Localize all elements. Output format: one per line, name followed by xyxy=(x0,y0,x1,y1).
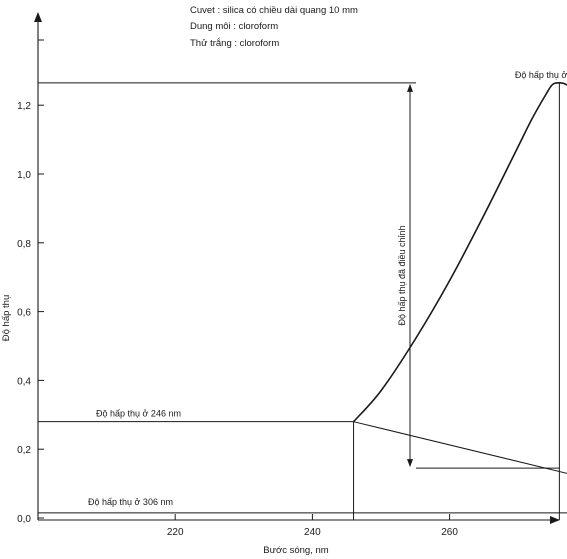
label-abs-246: Độ hấp thụ ở 246 nm xyxy=(96,409,181,419)
label-abs-276: Độ hấp thụ ở 276 nm xyxy=(515,70,567,80)
annotation-labels: Độ hấp thụ ở 276 nm Độ hấp thụ ở 246 nm Độ… xyxy=(88,70,567,507)
x-axis-arrow xyxy=(550,516,560,524)
label-corrected: Độ hấp thụ đã điều chỉnh xyxy=(397,225,407,325)
info-cuvet: Cuvet : silica có chiều dài quang 10 mm xyxy=(190,5,358,16)
info-solvent: Dung môi : cloroform xyxy=(190,21,278,32)
y-tick-label: 0,2 xyxy=(17,445,31,456)
x-tick-label: 240 xyxy=(304,527,321,538)
y-tick-label: 0,4 xyxy=(17,376,31,387)
info-blank: Thử trắng : cloroform xyxy=(190,38,279,49)
x-tick-label: 220 xyxy=(167,527,184,538)
y-tick-label: 0,0 xyxy=(17,514,31,525)
y-axis-arrow xyxy=(34,12,42,22)
absorption-curve xyxy=(352,82,567,423)
baseline-line xyxy=(353,421,567,474)
ticks: 2202402602803003203400,00,20,40,60,81,01… xyxy=(17,101,458,538)
y-axis-label: Độ hấp thụ xyxy=(1,295,12,341)
corrected-arrow-bottom xyxy=(407,459,413,468)
y-tick-label: 1,2 xyxy=(17,101,31,112)
y-tick-label: 1,0 xyxy=(17,170,31,181)
x-tick-label: 260 xyxy=(441,527,458,538)
curve-group xyxy=(352,82,567,423)
x-axis-label: Bước sóng, nm xyxy=(263,545,328,556)
y-tick-label: 0,8 xyxy=(17,239,31,250)
label-abs-306: Độ hấp thụ ở 306 nm xyxy=(88,497,173,507)
axes xyxy=(34,12,560,524)
corrected-arrow-top xyxy=(407,83,413,92)
y-tick-label: 0,6 xyxy=(17,308,31,319)
guide-lines xyxy=(38,82,567,520)
